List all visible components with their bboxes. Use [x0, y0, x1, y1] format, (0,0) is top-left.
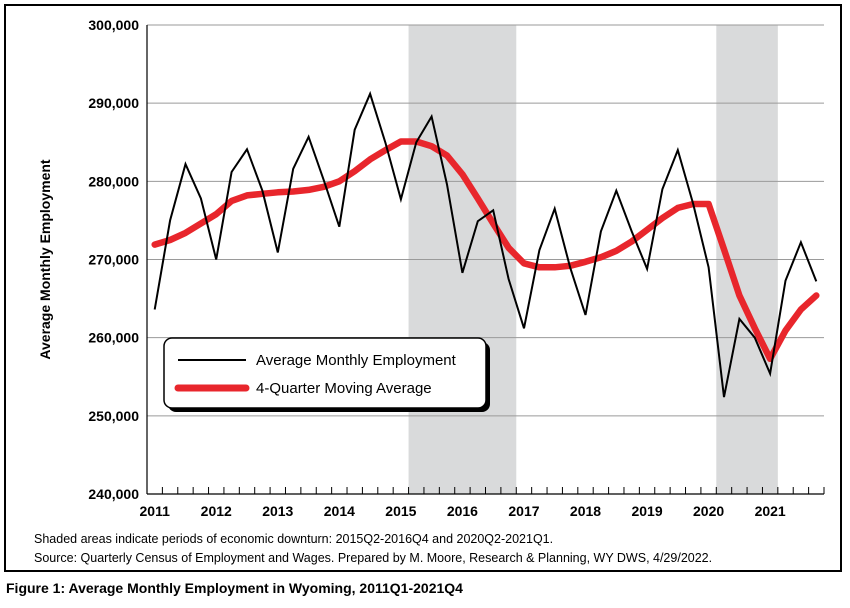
y-tick-label: 270,000 — [88, 252, 139, 268]
x-tick-label: 2014 — [324, 503, 355, 519]
legend-box — [163, 337, 487, 409]
employment-line-chart: 240,000 250,000 260,000 270,000 280,000 290,0… — [37, 17, 825, 519]
y-tick-label: 290,000 — [88, 95, 139, 111]
x-tick-label: 2019 — [631, 503, 662, 519]
x-tick-label: 2013 — [262, 503, 293, 519]
y-tick-label: 280,000 — [88, 173, 139, 189]
x-tick-label: 2020 — [693, 503, 724, 519]
y-axis-title: Average Monthly Employment — [37, 159, 53, 360]
shading-note: Shaded areas indicate periods of economi… — [34, 532, 554, 546]
average-employment-line — [153, 90, 818, 398]
x-tick-label: 2016 — [447, 503, 478, 519]
x-tick-label: 2012 — [201, 503, 232, 519]
source-note: Source: Quarterly Census of Employment a… — [34, 551, 713, 565]
legend-label-moving-average: 4-Quarter Moving Average — [256, 380, 432, 397]
x-tick-label: 2011 — [140, 503, 171, 519]
x-tick-label: 2018 — [570, 503, 601, 519]
x-tick-label: 2015 — [385, 503, 416, 519]
moving-average-line — [151, 138, 820, 363]
figure-caption: Figure 1: Average Monthly Employment in … — [6, 580, 463, 596]
figure-frame: 240,000 250,000 260,000 270,000 280,000 290,0… — [4, 4, 842, 572]
y-tick-label: 300,000 — [88, 17, 139, 33]
y-tick-label: 260,000 — [88, 330, 139, 346]
x-tick-label: 2021 — [755, 503, 786, 519]
y-tick-label: 250,000 — [88, 408, 139, 424]
legend-label-employment: Average Monthly Employment — [256, 352, 457, 369]
y-tick-label: 240,000 — [88, 486, 139, 502]
x-tick-label: 2017 — [508, 503, 539, 519]
